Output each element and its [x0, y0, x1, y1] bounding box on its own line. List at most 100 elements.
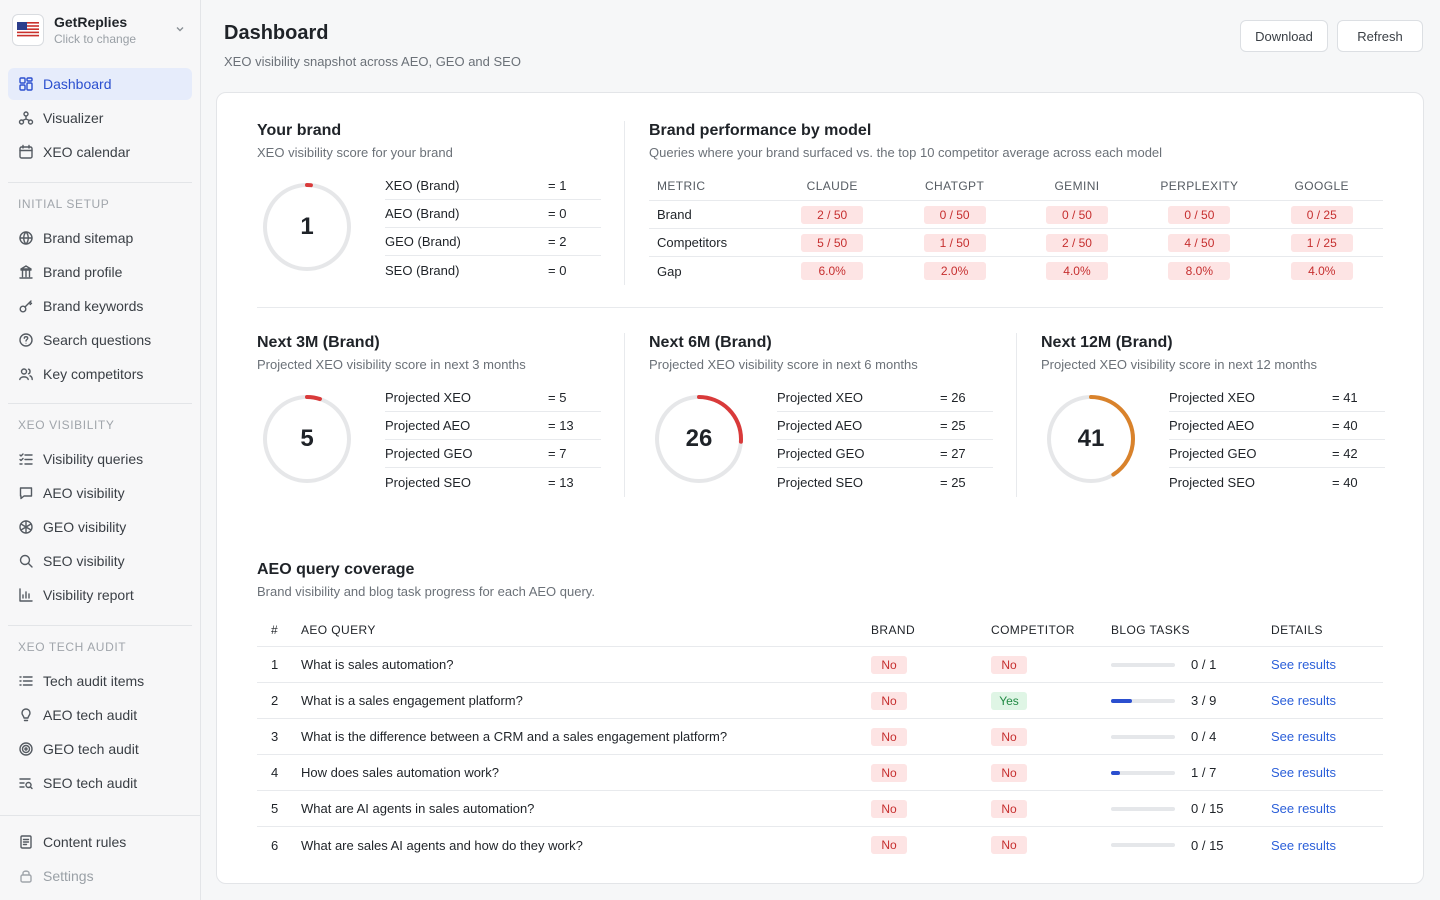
- competitor-status-badge: No: [991, 836, 1027, 854]
- column-header: CLAUDE: [806, 178, 858, 193]
- competitor-status-badge: No: [991, 763, 1027, 782]
- model-value-badge: 5 / 50: [801, 233, 864, 252]
- sidebar-item-brand-sitemap[interactable]: Brand sitemap: [8, 222, 192, 254]
- metric-value: = 13: [548, 474, 574, 490]
- your-brand-score-ring: 1: [261, 181, 353, 273]
- column-header: GEMINI: [1054, 178, 1100, 193]
- metric-value: = 25: [940, 418, 966, 433]
- sidebar-item-seo-visibility[interactable]: SEO visibility: [8, 545, 192, 577]
- metric-label: Projected AEO: [777, 418, 863, 433]
- aeo-query: How does sales automation work?: [301, 765, 499, 780]
- chevron-down-icon: [174, 22, 186, 40]
- sidebar-item-content-rules[interactable]: Content rules: [8, 826, 192, 858]
- blog-task-count: 0 / 4: [1191, 729, 1217, 744]
- sidebar-item-aeo-visibility[interactable]: AEO visibility: [8, 477, 192, 509]
- sidebar-item-label: Visibility report: [43, 587, 134, 603]
- dashboard-icon: [18, 76, 34, 92]
- table-row: Brand 2 / 50 0 / 50 0 / 50 0 / 50 0 / 25: [649, 201, 1383, 229]
- rules-icon: [18, 834, 34, 850]
- table-row: 2 What is a sales engagement platform? N…: [257, 683, 1383, 719]
- sidebar-item-brand-profile[interactable]: Brand profile: [8, 256, 192, 288]
- sidebar-item-label: Brand keywords: [43, 298, 144, 314]
- table-row: Competitors 5 / 50 1 / 50 2 / 50 4 / 50 1 / 2…: [649, 229, 1383, 257]
- model-value-badge: 6.0%: [801, 262, 864, 280]
- sidebar-item-label: AEO tech audit: [43, 707, 138, 723]
- sidebar-item-brand-keywords[interactable]: Brand keywords: [8, 290, 192, 322]
- row-number: 1: [271, 657, 279, 672]
- sidebar-item-tech-audit-items[interactable]: Tech audit items: [8, 665, 192, 697]
- aeo-query: What is a sales engagement platform?: [301, 693, 523, 708]
- column-header: GOOGLE: [1294, 178, 1349, 193]
- refresh-button[interactable]: Refresh: [1337, 20, 1423, 52]
- metric-label: Gap: [657, 263, 682, 279]
- metric-label: Brand: [657, 207, 692, 222]
- projection-score: 26: [685, 425, 713, 452]
- sidebar-item-geo-visibility[interactable]: GEO visibility: [8, 511, 192, 543]
- page-subtitle: XEO visibility snapshot across AEO, GEO …: [224, 54, 521, 69]
- calendar-icon: [18, 144, 34, 160]
- sidebar-item-visualizer[interactable]: Visualizer: [8, 102, 192, 134]
- see-results-link[interactable]: See results: [1271, 729, 1337, 744]
- sidebar-item-seo-tech-audit[interactable]: SEO tech audit: [8, 767, 192, 799]
- table-row: 4 How does sales automation work? No No …: [257, 755, 1383, 791]
- brand-switcher[interactable]: GetReplies Click to change: [8, 8, 192, 52]
- projection-score-ring: 41: [1045, 393, 1137, 485]
- bulb-icon: [18, 707, 34, 723]
- sidebar-item-xeo-calendar[interactable]: XEO calendar: [8, 136, 192, 168]
- metric-label: XEO (Brand): [385, 178, 460, 193]
- sidebar-item-label: Content rules: [43, 834, 127, 850]
- download-button[interactable]: Download: [1240, 20, 1328, 52]
- column-header: CHATGPT: [924, 178, 985, 193]
- nav-main: Dashboard Visualizer XEO calendar: [8, 68, 192, 170]
- sidebar-item-geo-tech-audit[interactable]: GEO tech audit: [8, 733, 192, 765]
- target-icon: [18, 741, 34, 757]
- column-header: PERPLEXITY: [1160, 178, 1239, 193]
- model-value-badge: 4.0%: [1290, 262, 1353, 280]
- key-icon: [18, 298, 34, 314]
- metric-row: Projected SEO = 13: [385, 468, 601, 496]
- aeo-query: What is sales automation?: [301, 657, 454, 672]
- sidebar-item-key-competitors[interactable]: Key competitors: [8, 358, 192, 390]
- see-results-link[interactable]: See results: [1271, 765, 1337, 780]
- aeo-coverage-title: AEO query coverage: [257, 561, 415, 578]
- sidebar-item-visibility-report[interactable]: Visibility report: [8, 579, 192, 611]
- row-number: 5: [271, 801, 279, 816]
- sidebar-item-settings[interactable]: Settings: [8, 860, 192, 892]
- see-results-link[interactable]: See results: [1271, 801, 1337, 816]
- sidebar-item-label: GEO tech audit: [43, 741, 139, 757]
- users-icon: [18, 366, 34, 382]
- metric-row: Projected GEO = 27: [777, 440, 993, 468]
- model-performance-subtitle: Queries where your brand surfaced vs. th…: [649, 145, 1163, 160]
- metric-label: Projected GEO: [1169, 446, 1257, 461]
- sidebar-item-dashboard[interactable]: Dashboard: [8, 68, 192, 100]
- model-performance-title: Brand performance by model: [649, 122, 872, 139]
- sidebar-item-visibility-queries[interactable]: Visibility queries: [8, 443, 192, 475]
- metric-row: Projected AEO = 13: [385, 412, 601, 440]
- row-number: 3: [271, 729, 279, 744]
- metric-label: AEO (Brand): [385, 206, 460, 221]
- nav-initial-setup: INITIAL SETUP Brand sitemap Brand profile…: [8, 194, 192, 392]
- column-header: BRAND: [871, 622, 916, 637]
- metric-label: GEO (Brand): [385, 234, 461, 249]
- aeo-coverage-subtitle: Brand visibility and blog task progress …: [257, 584, 595, 599]
- column-header: METRIC: [657, 178, 706, 193]
- model-performance-table: METRIC CLAUDE CHATGPT GEMINI PERPLEXITY GOOGL…: [649, 171, 1383, 285]
- table-row: 5 What are AI agents in sales automation…: [257, 791, 1383, 827]
- metric-row: Projected AEO = 40: [1169, 412, 1385, 440]
- metric-label: Projected AEO: [385, 418, 471, 433]
- table-row: 3 What is the difference between a CRM a…: [257, 719, 1383, 755]
- sidebar-item-label: Tech audit items: [43, 673, 145, 689]
- sidebar-item-label: Brand sitemap: [43, 230, 134, 246]
- blog-task-count: 0 / 15: [1191, 837, 1224, 853]
- list-icon: [18, 673, 34, 689]
- brand-status-badge: No: [871, 727, 907, 746]
- metric-row: AEO (Brand) = 0: [385, 200, 601, 228]
- sidebar-item-label: Key competitors: [43, 366, 144, 382]
- see-results-link[interactable]: See results: [1271, 693, 1337, 708]
- see-results-link[interactable]: See results: [1271, 837, 1337, 853]
- sidebar-item-aeo-tech-audit[interactable]: AEO tech audit: [8, 699, 192, 731]
- metric-label: Projected SEO: [385, 474, 471, 490]
- bar-chart-icon: [18, 587, 34, 603]
- see-results-link[interactable]: See results: [1271, 657, 1337, 672]
- sidebar-item-search-questions[interactable]: Search questions: [8, 324, 192, 356]
